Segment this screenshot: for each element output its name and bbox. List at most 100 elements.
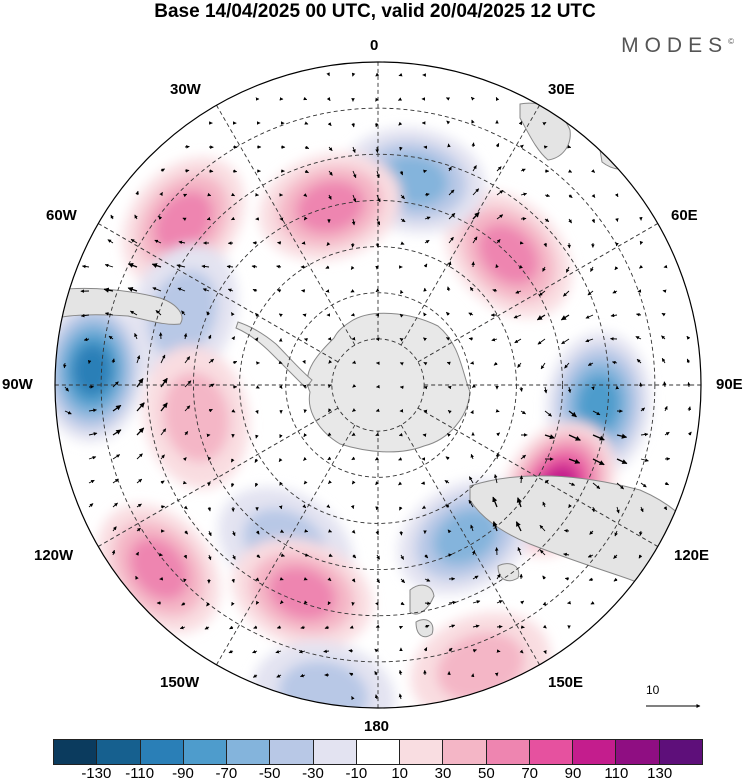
wind-vector-arrow (496, 239, 501, 244)
wind-vector-arrow (177, 287, 186, 292)
wind-vector-arrow (400, 218, 406, 223)
wind-vector-arrow (664, 481, 669, 486)
wind-vector-arrow (352, 554, 357, 559)
wind-vector-arrow (202, 288, 210, 292)
wind-vector-arrow (471, 119, 475, 124)
wind-vector-arrow (448, 189, 455, 196)
wind-vector-arrow (301, 289, 306, 293)
wind-vector-arrow (328, 146, 333, 152)
wind-vector-arrow (589, 530, 594, 535)
wind-vector-arrow (399, 530, 403, 536)
wind-vector-arrow (446, 286, 451, 292)
wind-vector-arrow (445, 504, 450, 509)
wind-vector-arrow (278, 458, 283, 462)
wind-vector-arrow (491, 337, 498, 342)
wind-vector-arrow (255, 600, 260, 605)
wind-vector-arrow (184, 169, 190, 173)
wind-vector-arrow (62, 362, 67, 369)
wind-vector-arrow (112, 502, 118, 508)
wind-vector-arrow (351, 218, 356, 226)
wind-vector-arrow (448, 600, 457, 605)
wind-vector-arrow (517, 547, 522, 556)
wind-vector-arrow (661, 335, 666, 340)
lon-label-120e: 120E (674, 547, 710, 564)
wind-vector-arrow (130, 238, 138, 244)
wind-vector-arrow (424, 216, 431, 220)
colorbar (53, 739, 703, 765)
wind-vector-arrow (640, 458, 649, 462)
wind-vector-arrow (560, 314, 570, 321)
anomaly-contour (129, 537, 189, 600)
wind-vector-arrow (326, 504, 331, 509)
lon-label-0: 0 (370, 37, 379, 54)
wind-vector-arrow (325, 289, 330, 293)
wind-vector-arrow (151, 263, 162, 269)
wind-vector-arrow (468, 499, 474, 508)
wind-vector-arrow (564, 362, 570, 369)
wind-vector-arrow (635, 336, 642, 340)
wind-vector-arrow (228, 649, 234, 654)
wind-vector-arrow (184, 405, 191, 412)
wind-vector-arrow (374, 694, 379, 700)
wind-vector-arrow (328, 553, 333, 557)
anomaly-contour (577, 375, 621, 433)
wind-vector-arrow (616, 458, 628, 465)
wind-vector-arrow (615, 218, 619, 222)
wind-vector-arrow (252, 674, 258, 678)
wind-vector-arrow (592, 434, 605, 441)
wind-vector-arrow (542, 575, 547, 580)
wind-vector-arrow (470, 96, 475, 101)
wind-vector-arrow (304, 145, 310, 150)
wind-vector-arrow (448, 166, 452, 172)
wind-vector-arrow (519, 649, 524, 654)
wind-vector-arrow (327, 456, 332, 461)
wind-vector-arrow (446, 120, 451, 125)
wind-vector-arrow (327, 122, 332, 127)
colorbar-segment (53, 739, 98, 765)
wind-vector-arrow (352, 146, 356, 153)
wind-vector-arrow (279, 577, 284, 581)
wind-vector-arrow (591, 506, 596, 513)
wind-vector-arrow (232, 360, 238, 365)
wind-vector-arrow (112, 454, 121, 460)
wind-vector-arrow (324, 625, 330, 630)
colorbar-tick-label: -50 (258, 765, 281, 782)
wind-vector-arrow (472, 188, 480, 196)
wind-vector-arrow (568, 410, 577, 418)
wind-vector-arrow (568, 482, 576, 486)
wind-vector-arrow (255, 312, 259, 317)
wind-vector-arrow (278, 384, 283, 389)
wind-vector-arrow (134, 333, 138, 340)
wind-vector-arrow (563, 529, 570, 533)
wind-vector-arrow (160, 354, 166, 364)
colorbar-tick-label: -90 (172, 765, 194, 782)
wind-vector-arrow (472, 575, 479, 580)
wind-vector-arrow (472, 236, 478, 244)
wind-vector-arrow (351, 578, 356, 583)
wind-vector-arrow (176, 264, 186, 268)
wind-vector-arrow (136, 355, 141, 364)
wind-vector-arrow (276, 625, 282, 629)
wind-vector-arrow (518, 264, 523, 269)
wind-vector-arrow (543, 386, 548, 394)
wind-vector-arrow (155, 310, 162, 316)
wind-vector-arrow (421, 481, 426, 485)
wind-vector-arrow (231, 409, 236, 413)
wind-vector-arrow (514, 338, 522, 344)
lon-label-90e: 90E (716, 376, 743, 393)
wind-vector-arrow (399, 170, 404, 176)
wind-vector-arrow (375, 530, 379, 536)
wind-vector-arrow (328, 408, 332, 413)
wind-vector-arrow (590, 601, 595, 605)
wind-vector-arrow (230, 192, 236, 197)
wind-vector-arrow (206, 602, 210, 607)
wind-vector-arrow (208, 408, 213, 413)
wind-vector-arrow (231, 578, 235, 583)
wind-vector-arrow (107, 239, 114, 244)
wind-vector-arrow (328, 194, 332, 200)
wind-vector-arrow (398, 625, 403, 630)
lon-label-60w: 60W (46, 207, 77, 224)
wind-vector-arrow (252, 649, 258, 654)
wind-vector-arrow (351, 432, 356, 437)
wind-vector-arrow (585, 338, 594, 343)
